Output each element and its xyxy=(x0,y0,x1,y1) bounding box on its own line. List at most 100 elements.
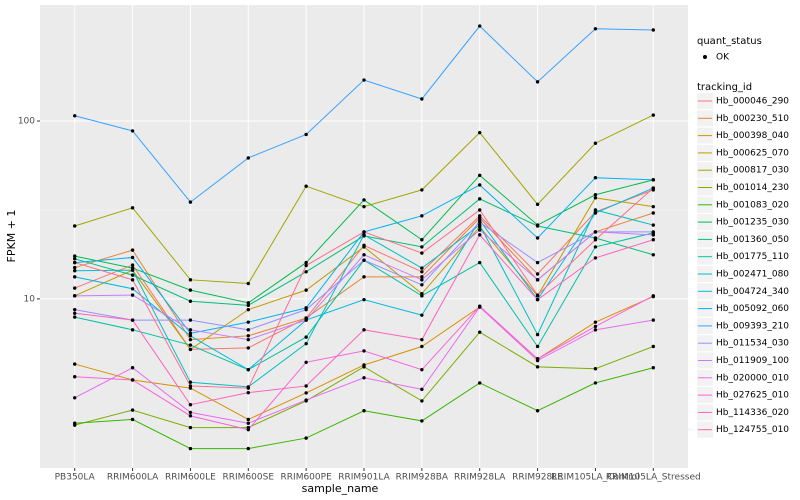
data-point xyxy=(420,283,424,287)
data-point xyxy=(478,208,482,212)
data-point xyxy=(304,184,308,188)
data-point xyxy=(188,288,193,292)
data-point xyxy=(362,245,366,249)
data-point xyxy=(130,366,135,370)
data-point xyxy=(188,403,193,407)
legend-label: Hb_000046_290 xyxy=(716,97,789,107)
data-point xyxy=(246,337,250,342)
data-point xyxy=(535,260,540,265)
data-point xyxy=(593,238,598,242)
data-point xyxy=(130,417,135,422)
x-tick-label: RRIM600SE xyxy=(223,473,275,483)
legend-label: Hb_000398_040 xyxy=(716,131,789,141)
data-point xyxy=(188,446,193,451)
data-point xyxy=(478,381,482,385)
data-point xyxy=(246,328,250,332)
data-point xyxy=(246,281,250,286)
legend: OK Hb_000046_290 Hb_000230_510 Hb_000398_04… xyxy=(697,53,789,438)
data-point xyxy=(73,269,77,273)
data-point xyxy=(420,270,424,274)
data-point xyxy=(478,197,482,201)
data-point xyxy=(593,208,598,212)
data-point xyxy=(304,132,308,137)
data-point xyxy=(188,425,193,430)
x-tick-label: RRIM600LE xyxy=(165,473,216,483)
legend-key xyxy=(703,55,707,59)
data-point xyxy=(420,97,424,101)
data-point xyxy=(535,357,540,361)
data-point xyxy=(420,214,424,218)
legend-label: Hb_002471_080 xyxy=(716,270,789,280)
data-point xyxy=(362,409,366,413)
data-point xyxy=(420,399,424,403)
data-point xyxy=(130,278,135,282)
data-point xyxy=(593,381,598,385)
data-point xyxy=(535,80,540,84)
legend-label: Hb_001775_110 xyxy=(716,252,789,262)
data-point xyxy=(188,347,193,352)
data-point xyxy=(130,268,135,272)
x-tick-label: RRIM928LA xyxy=(454,473,506,483)
data-point xyxy=(478,223,482,227)
data-point xyxy=(246,156,250,160)
data-point xyxy=(73,265,77,270)
data-point xyxy=(304,391,308,395)
data-point xyxy=(651,318,655,322)
data-point xyxy=(188,343,193,347)
legend-label: Hb_000817_030 xyxy=(716,166,789,176)
data-point xyxy=(246,303,250,308)
data-point xyxy=(651,223,655,227)
data-point xyxy=(420,387,424,392)
data-point xyxy=(130,206,135,210)
data-point xyxy=(651,113,655,117)
data-point xyxy=(420,419,424,423)
data-point xyxy=(362,258,366,262)
data-point xyxy=(593,27,598,31)
data-point xyxy=(73,311,77,315)
x-tick-label: RRIM901LA xyxy=(338,473,390,483)
data-point xyxy=(478,183,482,187)
data-point xyxy=(420,188,424,192)
legend-label: Hb_001083_020 xyxy=(716,200,789,210)
data-point xyxy=(593,324,598,329)
data-point xyxy=(73,257,77,261)
data-point xyxy=(420,313,424,317)
data-point xyxy=(246,320,250,324)
data-point xyxy=(73,294,77,298)
data-point xyxy=(478,220,482,224)
data-point xyxy=(130,273,135,277)
data-point xyxy=(246,301,250,305)
data-point xyxy=(420,294,424,298)
data-point xyxy=(73,307,77,312)
data-point xyxy=(130,263,135,267)
data-point xyxy=(130,378,135,382)
data-point xyxy=(362,233,366,237)
x-tick-label: RRIM928BA xyxy=(396,473,449,483)
legend-label: Hb_011534_030 xyxy=(716,339,789,349)
x-axis-title: sample_name xyxy=(302,482,379,495)
legend-label: Hb_124755_010 xyxy=(716,425,789,435)
legend-label: Hb_000230_510 xyxy=(716,114,789,124)
data-point xyxy=(362,204,366,209)
data-point xyxy=(420,344,424,349)
legend-label: Hb_001014_230 xyxy=(716,183,789,193)
data-point xyxy=(478,233,482,237)
data-point xyxy=(420,245,424,249)
data-point xyxy=(130,293,135,297)
legend-label: Hb_000625_070 xyxy=(716,148,789,158)
data-point xyxy=(304,288,308,292)
data-point xyxy=(651,238,655,242)
data-point xyxy=(362,328,366,332)
data-point xyxy=(73,362,77,366)
legend-label: Hb_009393_210 xyxy=(716,321,789,331)
data-point xyxy=(593,230,598,234)
data-point xyxy=(188,331,193,336)
data-point xyxy=(593,256,598,260)
data-point xyxy=(73,260,77,265)
data-point xyxy=(651,211,655,215)
data-point xyxy=(478,228,482,232)
data-point xyxy=(535,297,540,302)
data-point xyxy=(535,365,540,369)
data-point xyxy=(593,328,598,332)
